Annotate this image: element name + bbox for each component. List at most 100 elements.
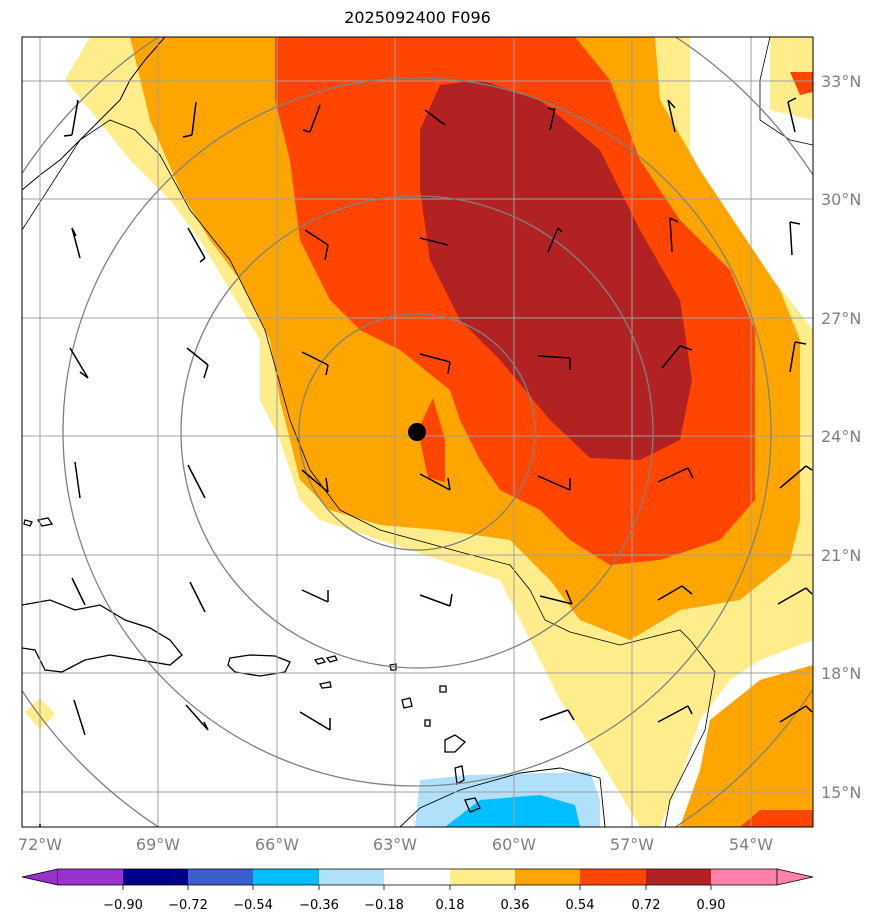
wind-barbs [39,97,813,827]
lat-label: 15°N [821,783,861,802]
contour-0.72-0.90 [420,80,692,460]
lon-label: 66°W [255,835,299,854]
map-title: 2025092400 F096 [344,8,491,27]
colorbar-label: −0.72 [168,898,208,913]
colorbar-swatch [58,869,123,885]
coastline-south-america [399,767,606,827]
map-frame [21,36,814,828]
wind-barb [779,705,813,723]
colorbar-swatch [253,869,319,885]
lon-label: 69°W [136,835,180,854]
colorbar-swatch [646,869,711,885]
wind-barb [189,581,206,613]
longitude-labels: 72°W 69°W 66°W 63°W 60°W 57°W 54°W [18,835,773,854]
range-rings [22,37,813,827]
lon-label: 54°W [729,835,773,854]
wind-barb [419,593,453,607]
wind-barb [779,465,813,489]
lon-label: 63°W [373,835,417,854]
colorbar-label: −0.36 [299,898,339,913]
wind-barb [74,461,81,499]
wind-barb [69,347,89,379]
coastline-islands [23,517,481,813]
colorbar-label: −0.54 [233,898,273,913]
contour-neg-0.54-0.36 [445,795,580,827]
lat-label: 27°N [821,309,861,328]
colorbar-label: 0.36 [501,898,530,913]
wind-barb [547,107,556,131]
wind-barb [667,99,676,133]
colorbar-swatch [123,869,188,885]
wind-barb [71,227,81,259]
colorbar-swatch [450,869,515,885]
contour-0.36-0.54-se [680,665,813,827]
coastlines [22,37,813,827]
coastline-puerto-rico [227,654,291,677]
contour-0.54-0.72-se [740,810,813,827]
wind-barb [185,704,209,731]
colorbar-label: 0.18 [436,898,465,913]
colorbar-swatch [515,869,580,885]
wind-barb [424,109,446,126]
coastline-north-america [22,37,166,191]
storm-center-marker [408,423,426,441]
lat-label: 21°N [821,546,861,565]
wind-barb [301,589,329,603]
wind-barb [547,227,563,253]
wind-barb [304,229,329,261]
latitude-labels: 33°N 30°N 27°N 24°N 21°N 18°N 15°N [821,72,861,802]
colorbar: −0.90 −0.72 −0.54 −0.36 −0.18 0.18 0.36 … [21,868,814,913]
gridlines [22,37,813,827]
lat-label: 30°N [821,190,861,209]
wind-barb [419,353,451,375]
contour-0.54-0.72-spot [418,398,445,482]
lat-label: 33°N [821,72,861,91]
wind-barb [71,577,86,606]
wind-barb [787,97,797,133]
colorbar-swatch-under [21,868,59,886]
range-ring-6deg [180,195,654,669]
wind-barb [657,705,693,723]
lon-label: 60°W [492,835,536,854]
colorbar-swatch [580,869,646,885]
basin-outline [22,37,813,827]
colorbar-swatch [711,869,777,885]
wind-barb [657,585,693,601]
wind-barb [789,221,801,256]
lat-label: 18°N [821,664,861,683]
wind-barb [539,709,575,721]
wind-barb [661,345,693,369]
wind-barb [419,473,451,491]
contour-0.18-0.36-ne [770,37,813,120]
colorbar-label: 0.72 [632,898,661,913]
range-ring-9deg [62,77,772,787]
colorbar-swatch [384,869,450,885]
colorbar-label: −0.18 [364,898,404,913]
colorbar-outline [58,868,777,886]
wind-barb [777,587,813,605]
wind-barb [301,469,329,493]
colorbar-swatch [188,869,253,885]
wind-barb [789,341,807,373]
wind-barb [63,99,79,137]
wind-barb [299,711,331,731]
wind-barb [657,467,694,483]
wind-barb [301,351,329,376]
wind-barb [539,589,573,605]
contour-0.54-0.72-ne [790,72,813,95]
wind-barb [537,475,571,491]
colorbar-swatch-over [776,868,814,886]
wind-barb [187,464,206,499]
lat-label: 24°N [821,427,861,446]
wind-barb [186,347,209,379]
wind-barb [419,237,449,246]
map-panel [22,37,813,827]
wind-barb [302,104,321,133]
range-ring-3deg [298,313,536,551]
colorbar-label: −0.90 [103,898,143,913]
wind-barb [537,355,571,370]
wind-barb [187,227,206,263]
lon-label: 72°W [18,835,62,854]
colorbar-ticks [122,885,712,890]
